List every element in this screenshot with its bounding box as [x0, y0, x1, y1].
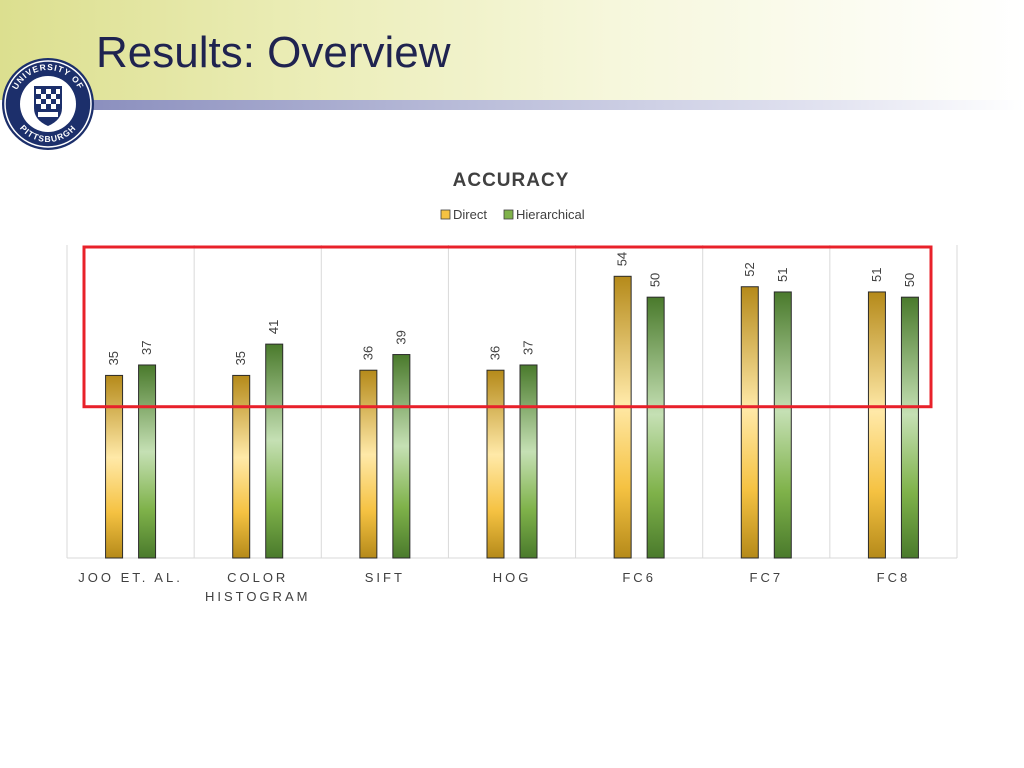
data-label-hierarchical: 41 — [266, 320, 281, 334]
category-label: FC6 — [622, 570, 656, 585]
data-label-direct: 36 — [488, 346, 503, 360]
chart-grid — [66, 245, 958, 559]
chart-legend: Direct Hierarchical — [440, 207, 585, 222]
data-label-hierarchical: 37 — [139, 341, 154, 355]
legend-swatch-direct — [440, 209, 451, 220]
data-label-hierarchical: 51 — [775, 267, 790, 281]
data-label-hierarchical: 39 — [393, 330, 408, 344]
bar-hierarchical — [900, 296, 919, 559]
category-label: COLOR HISTOGRAM — [205, 570, 311, 604]
data-label-direct: 52 — [742, 262, 757, 276]
header-band — [0, 0, 1024, 100]
slide-title: Results: Overview — [96, 28, 451, 77]
category-label: FC7 — [750, 570, 784, 585]
category-label-line: JOO ET. AL. — [78, 570, 183, 585]
bar-direct — [740, 286, 759, 559]
category-label-line: COLOR — [227, 570, 288, 585]
category-label-line: FC8 — [877, 570, 911, 585]
data-label-direct: 51 — [869, 267, 884, 281]
category-label: SIFT — [365, 570, 405, 585]
highlight-box-layer — [82, 245, 933, 409]
legend-swatch-hierarchical — [503, 209, 514, 220]
header-rule — [90, 100, 1024, 110]
chart-category-labels: JOO ET. AL. COLOR HISTOGRAM SIFT HOG FC6 FC7 FC… — [78, 570, 911, 604]
category-label-line: FC6 — [622, 570, 656, 585]
bar-hierarchical — [138, 364, 157, 559]
category-label: FC8 — [877, 570, 911, 585]
data-label-direct: 54 — [615, 252, 630, 266]
data-label-hierarchical: 37 — [521, 341, 536, 355]
bar-direct — [613, 275, 632, 559]
highlight-box — [82, 245, 933, 409]
bar-hierarchical — [265, 343, 284, 559]
bar-direct — [105, 374, 124, 559]
data-label-direct: 36 — [360, 346, 375, 360]
data-label-hierarchical: 50 — [902, 273, 917, 287]
category-label-line: HOG — [493, 570, 532, 585]
bar-direct — [486, 369, 505, 559]
chart-title: ACCURACY — [453, 170, 570, 191]
bar-hierarchical — [773, 291, 792, 559]
bar-direct — [867, 291, 886, 559]
bar-hierarchical — [519, 364, 538, 559]
category-label-line: HISTOGRAM — [205, 589, 311, 604]
data-label-direct: 35 — [106, 351, 121, 365]
legend-label-hierarchical: Hierarchical — [516, 207, 585, 222]
bar-hierarchical — [392, 354, 411, 559]
bar-hierarchical — [646, 296, 665, 559]
legend-label-direct: Direct — [453, 207, 487, 222]
data-label-direct: 35 — [233, 351, 248, 365]
category-label-line: SIFT — [365, 570, 405, 585]
chart-data-labels: 35 37 35 41 36 39 36 37 54 50 52 51 51 50 — [106, 252, 917, 366]
category-label: HOG — [493, 570, 532, 585]
university-seal-logo: UNIVERSITY OF PITTSBURGH — [2, 58, 94, 150]
bar-direct — [232, 374, 251, 559]
category-label-line: FC7 — [750, 570, 784, 585]
chart-bars — [105, 275, 919, 559]
data-label-hierarchical: 50 — [648, 273, 663, 287]
category-label: JOO ET. AL. — [78, 570, 183, 585]
bar-direct — [359, 369, 378, 559]
